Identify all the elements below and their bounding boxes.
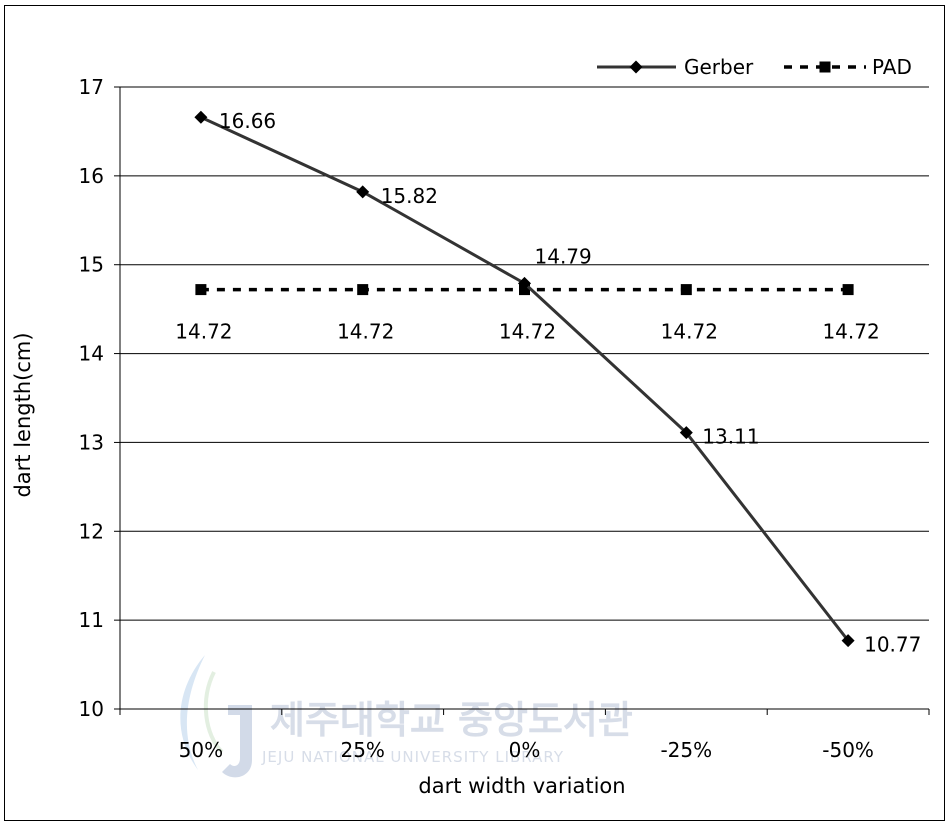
x-tick-label: 25%	[340, 738, 384, 762]
gerber-point	[841, 634, 855, 648]
gerber-data-label: 14.79	[535, 244, 592, 268]
pad-data-label: 14.72	[499, 320, 556, 344]
watermark-title: 제주대학교 중앙도서관	[270, 698, 633, 742]
series-layer: 14.72 14.72 14.72 14.72 14.72 16.66 15.82 14.79…	[175, 109, 921, 656]
pad-data-label: 14.72	[661, 320, 718, 344]
y-tick-label: 13	[79, 430, 104, 454]
x-tick-label: 0%	[509, 738, 541, 762]
y-tick-label: 16	[79, 164, 104, 188]
watermark-subtitle: JEJU NATIONAL UNIVERSITY LIBRARY	[261, 748, 564, 766]
legend: Gerber PAD	[597, 55, 912, 79]
gerber-point	[194, 110, 208, 124]
pad-data-label: 14.72	[822, 320, 879, 344]
y-tick-label: 11	[79, 608, 104, 632]
x-tick-labels: 50% 25% 0% -25% -50%	[179, 738, 874, 762]
y-tick-label: 10	[79, 697, 104, 721]
chart-frame	[4, 5, 945, 821]
legend-pad-label: PAD	[872, 55, 912, 79]
y-axis-title: dart length(cm)	[11, 332, 35, 497]
gridlines	[120, 86, 929, 621]
x-axis-title: dart width variation	[418, 774, 625, 798]
x-tick-label: -25%	[660, 738, 712, 762]
gerber-data-label: 10.77	[864, 633, 921, 657]
x-tick-label: -50%	[822, 738, 874, 762]
pad-data-label: 14.72	[337, 320, 394, 344]
legend-gerber-label: Gerber	[684, 55, 754, 79]
gerber-point	[356, 185, 370, 199]
gerber-data-label: 16.66	[219, 109, 276, 133]
pad-point	[195, 284, 207, 296]
y-tick-labels: 10 11 12 13 14 15 16 17	[79, 75, 104, 721]
y-tick-label: 12	[79, 519, 104, 543]
library-logo-icon	[180, 655, 252, 778]
pad-point	[842, 284, 854, 296]
gerber-data-label: 15.82	[381, 184, 438, 208]
gerber-data-label: 13.11	[702, 425, 759, 449]
pad-point	[680, 284, 692, 296]
gerber-point	[518, 276, 531, 290]
x-tick-label: 50%	[179, 738, 223, 762]
y-tick-label: 15	[79, 253, 104, 277]
y-tick-label: 17	[79, 75, 104, 99]
watermark: 제주대학교 중앙도서관 JEJU NATIONAL UNIVERSITY LIB…	[180, 655, 633, 778]
y-tick-label: 14	[79, 342, 104, 366]
legend-gerber-marker	[629, 60, 643, 74]
gerber-point	[679, 426, 693, 440]
gerber-series-line	[200, 115, 850, 642]
pad-point	[357, 284, 369, 296]
axes	[114, 86, 930, 715]
legend-pad-marker	[819, 61, 831, 73]
pad-data-label: 14.72	[175, 320, 232, 344]
